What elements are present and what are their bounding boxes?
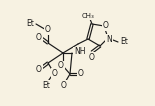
Text: O: O [52,68,58,77]
Text: Et: Et [120,38,128,47]
Text: CH₃: CH₃ [82,13,94,19]
Text: N: N [106,34,112,43]
Text: O: O [45,26,51,34]
Text: Et: Et [42,80,50,89]
Text: NH: NH [74,47,86,56]
Text: O: O [36,33,42,42]
Text: O: O [78,70,84,79]
Text: Et: Et [26,20,34,29]
Text: O: O [36,64,42,73]
Text: O: O [103,22,109,31]
Text: O: O [89,52,95,61]
Text: O: O [58,61,64,70]
Text: O: O [61,80,67,89]
